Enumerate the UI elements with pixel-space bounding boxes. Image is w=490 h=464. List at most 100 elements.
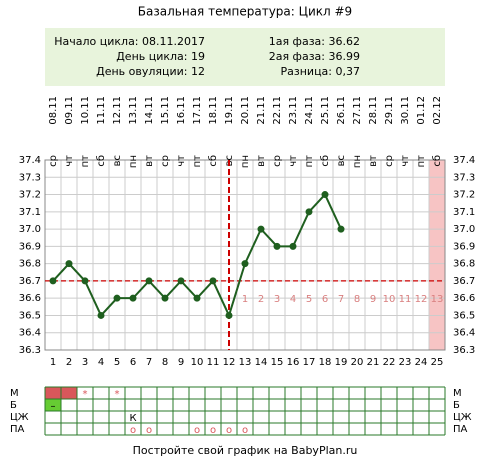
x-tick-label: 23 xyxy=(399,357,412,368)
temperature-point xyxy=(193,294,201,302)
weekday-label: пн xyxy=(240,155,251,168)
info-text: День цикла: 19 xyxy=(116,50,205,63)
info-text: Начало цикла: 08.11.2017 xyxy=(54,35,205,48)
x-tick-label: 19 xyxy=(335,357,348,368)
weekday-label: чт xyxy=(176,155,187,167)
row-cell-text: о xyxy=(210,425,216,436)
x-tick-label: 10 xyxy=(191,357,204,368)
temperature-point xyxy=(289,242,297,250)
date-label: 12.11 xyxy=(112,96,123,125)
x-tick-label: 1 xyxy=(50,357,56,368)
weekday-label: ср xyxy=(48,155,59,167)
x-tick-label: 16 xyxy=(287,357,300,368)
info-text: 2ая фаза: 36.99 xyxy=(269,50,360,63)
x-tick-label: 15 xyxy=(271,357,284,368)
luteal-day: 3 xyxy=(274,294,280,305)
weekday-label: пт xyxy=(80,155,91,168)
temperature-point xyxy=(129,294,137,302)
y-tick-label: 36.7 xyxy=(19,276,41,287)
y-tick-label: 37.1 xyxy=(453,207,475,218)
date-label: 11.11 xyxy=(96,96,107,125)
weekday-label: чт xyxy=(64,155,75,167)
weekday-label: вт xyxy=(256,155,267,167)
temperature-point xyxy=(273,242,281,250)
date-label: 21.11 xyxy=(256,96,267,125)
chart-title: Базальная температура: Цикл #9 xyxy=(138,5,352,19)
row-fill xyxy=(61,387,77,399)
luteal-day: 2 xyxy=(258,294,264,305)
date-label: 30.11 xyxy=(400,96,411,125)
row-cell-text: * xyxy=(115,389,120,400)
row-fill xyxy=(45,387,61,399)
weekday-label: пн xyxy=(128,155,139,168)
row-label: ПА xyxy=(453,424,468,435)
temperature-point xyxy=(337,225,345,233)
luteal-day: 4 xyxy=(290,294,296,305)
row-cell-text: – xyxy=(51,401,56,412)
row-label: ЦЖ xyxy=(10,412,29,423)
weekday-label: вс xyxy=(112,155,123,166)
temperature-point xyxy=(177,277,185,285)
temperature-point xyxy=(65,260,73,268)
x-tick-label: 7 xyxy=(146,357,152,368)
temperature-point xyxy=(145,277,153,285)
temperature-point xyxy=(241,260,249,268)
temperature-point xyxy=(81,277,89,285)
plot-frame xyxy=(44,159,446,351)
weekday-label: сб xyxy=(96,155,107,167)
date-label: 19.11 xyxy=(224,96,235,125)
row-cell-text: о xyxy=(226,425,232,436)
weekday-label: ср xyxy=(384,155,395,167)
x-tick-label: 14 xyxy=(255,357,268,368)
date-label: 08.11 xyxy=(48,96,59,125)
y-tick-label: 37.1 xyxy=(19,207,41,218)
weekday-label: вт xyxy=(144,155,155,167)
date-label: 15.11 xyxy=(160,96,171,125)
temperature-point xyxy=(49,277,57,285)
weekday-label: вт xyxy=(368,155,379,167)
luteal-day: 10 xyxy=(383,294,396,305)
y-tick-label: 37.0 xyxy=(453,224,475,235)
y-tick-label: 37.4 xyxy=(453,155,475,166)
weekday-label: пт xyxy=(304,155,315,168)
row-cell-text: * xyxy=(83,389,88,400)
luteal-day: 12 xyxy=(415,294,428,305)
x-tick-label: 3 xyxy=(82,357,88,368)
luteal-day: 5 xyxy=(306,294,312,305)
temperature-point xyxy=(209,277,217,285)
luteal-day: 13 xyxy=(431,294,444,305)
x-tick-label: 12 xyxy=(223,357,236,368)
row-label: ПА xyxy=(10,424,25,435)
date-label: 01.12 xyxy=(416,96,427,125)
footer: Постройте свой график на BabyPlan.ru xyxy=(133,444,358,457)
y-tick-label: 37.2 xyxy=(453,190,475,201)
weekday-label: чт xyxy=(400,155,411,167)
y-tick-label: 36.3 xyxy=(19,345,41,356)
x-tick-label: 4 xyxy=(98,357,104,368)
luteal-day: 9 xyxy=(370,294,376,305)
y-tick-label: 36.8 xyxy=(453,259,475,270)
row-label: М xyxy=(10,388,19,399)
x-tick-label: 13 xyxy=(239,357,252,368)
luteal-day: 6 xyxy=(322,294,328,305)
date-label: 23.11 xyxy=(288,96,299,125)
temperature-point xyxy=(321,191,329,199)
x-tick-label: 8 xyxy=(162,357,168,368)
weekday-label: пт xyxy=(192,155,203,168)
y-tick-label: 36.6 xyxy=(19,293,41,304)
weekday-label: пт xyxy=(416,155,427,168)
y-tick-label: 36.9 xyxy=(19,241,41,252)
date-label: 18.11 xyxy=(208,96,219,125)
weekday-label: вс xyxy=(336,155,347,166)
row-cell-text: о xyxy=(146,425,152,436)
y-tick-label: 36.4 xyxy=(19,328,41,339)
temperature-point xyxy=(161,294,169,302)
weekday-label: пн xyxy=(352,155,363,168)
date-label: 02.12 xyxy=(432,96,443,125)
y-tick-label: 36.6 xyxy=(453,293,475,304)
date-label: 24.11 xyxy=(304,96,315,125)
date-label: 10.11 xyxy=(80,96,91,125)
x-tick-label: 25 xyxy=(431,357,444,368)
date-label: 17.11 xyxy=(192,96,203,125)
